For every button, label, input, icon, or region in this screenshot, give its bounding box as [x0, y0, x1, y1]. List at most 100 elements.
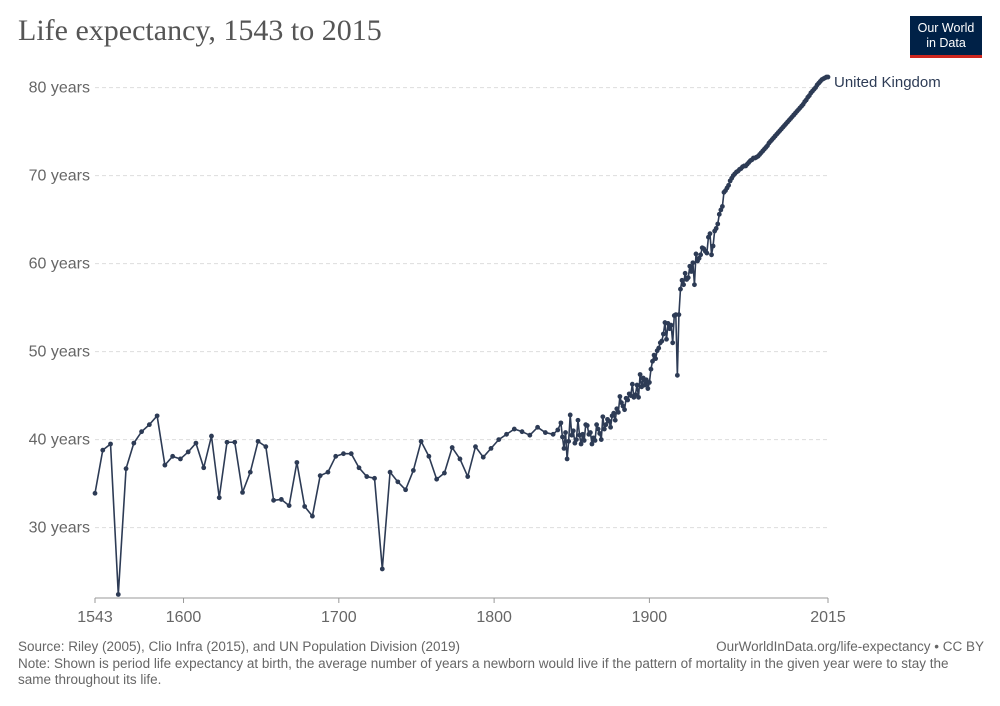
data-point[interactable]: [550, 431, 556, 437]
data-point[interactable]: [679, 277, 685, 283]
data-point[interactable]: [563, 430, 568, 435]
data-point[interactable]: [410, 468, 416, 473]
data-point[interactable]: [634, 382, 640, 388]
data-point[interactable]: [209, 433, 214, 439]
data-point[interactable]: [123, 466, 129, 472]
data-point[interactable]: [185, 449, 191, 455]
data-point[interactable]: [581, 438, 587, 443]
data-point[interactable]: [600, 414, 606, 420]
data-point[interactable]: [278, 497, 284, 502]
data-point[interactable]: [558, 420, 564, 426]
data-point[interactable]: [716, 211, 722, 217]
data-point[interactable]: [589, 441, 595, 447]
data-point[interactable]: [636, 394, 641, 400]
data-point[interactable]: [674, 372, 680, 378]
data-point[interactable]: [555, 427, 561, 433]
data-point[interactable]: [364, 474, 370, 479]
data-point[interactable]: [645, 386, 651, 391]
data-point[interactable]: [170, 453, 176, 459]
data-point[interactable]: [247, 469, 253, 475]
data-point[interactable]: [564, 456, 570, 462]
data-point[interactable]: [162, 462, 168, 468]
data-point[interactable]: [511, 426, 517, 432]
data-point[interactable]: [115, 592, 121, 597]
data-point[interactable]: [584, 423, 590, 428]
owid-logo[interactable]: Our World in Data: [910, 16, 982, 58]
data-point[interactable]: [606, 418, 612, 424]
credit-link[interactable]: OurWorldInData.org/life-expectancy • CC …: [716, 639, 984, 654]
data-point[interactable]: [372, 475, 377, 481]
data-point[interactable]: [597, 431, 603, 436]
data-point[interactable]: [656, 345, 662, 351]
data-point[interactable]: [687, 263, 693, 269]
data-point[interactable]: [232, 439, 238, 445]
data-point[interactable]: [629, 381, 635, 387]
data-point[interactable]: [434, 476, 440, 482]
data-point[interactable]: [710, 243, 716, 249]
data-point[interactable]: [294, 460, 300, 465]
data-point[interactable]: [709, 252, 714, 258]
data-point[interactable]: [131, 440, 137, 446]
data-point[interactable]: [535, 424, 540, 430]
data-point[interactable]: [317, 473, 323, 479]
data-point[interactable]: [688, 269, 694, 274]
data-point[interactable]: [594, 422, 600, 428]
data-point[interactable]: [387, 469, 393, 475]
data-point[interactable]: [653, 356, 659, 362]
data-point[interactable]: [587, 430, 593, 435]
data-point[interactable]: [690, 260, 696, 266]
data-point[interactable]: [707, 231, 713, 237]
data-point[interactable]: [719, 204, 725, 209]
data-point[interactable]: [201, 465, 207, 471]
data-point[interactable]: [608, 424, 613, 430]
data-point[interactable]: [146, 422, 152, 428]
data-point[interactable]: [595, 426, 601, 432]
data-point[interactable]: [580, 431, 586, 437]
data-point[interactable]: [108, 441, 113, 447]
data-point[interactable]: [473, 444, 478, 450]
data-point[interactable]: [625, 397, 631, 403]
data-point[interactable]: [598, 437, 604, 442]
data-point[interactable]: [612, 417, 618, 423]
data-point[interactable]: [193, 440, 199, 446]
data-point[interactable]: [302, 504, 308, 509]
data-point[interactable]: [465, 474, 471, 479]
data-point[interactable]: [601, 426, 607, 432]
data-point[interactable]: [426, 453, 432, 459]
data-point[interactable]: [341, 451, 346, 457]
data-point[interactable]: [92, 490, 98, 496]
data-point[interactable]: [178, 456, 183, 462]
data-point[interactable]: [442, 470, 447, 476]
data-point[interactable]: [660, 331, 666, 337]
data-point[interactable]: [418, 438, 424, 444]
data-point[interactable]: [575, 417, 581, 423]
data-point[interactable]: [271, 497, 276, 503]
data-point[interactable]: [566, 438, 572, 444]
data-point[interactable]: [715, 221, 721, 227]
data-point[interactable]: [139, 429, 144, 435]
data-point[interactable]: [659, 338, 665, 344]
data-point[interactable]: [603, 422, 609, 428]
data-point[interactable]: [570, 428, 576, 434]
data-point[interactable]: [216, 495, 222, 501]
data-point[interactable]: [100, 447, 106, 453]
data-point[interactable]: [637, 372, 643, 377]
data-point[interactable]: [560, 434, 565, 440]
data-point[interactable]: [310, 513, 315, 519]
data-point[interactable]: [348, 451, 354, 457]
data-point[interactable]: [681, 282, 686, 288]
data-point[interactable]: [286, 503, 292, 508]
data-point[interactable]: [395, 479, 401, 485]
data-point[interactable]: [224, 439, 230, 445]
data-point[interactable]: [561, 446, 567, 451]
data-point[interactable]: [519, 429, 525, 435]
data-point[interactable]: [527, 432, 533, 438]
data-point[interactable]: [567, 412, 573, 418]
data-point[interactable]: [693, 251, 699, 257]
data-point[interactable]: [569, 432, 575, 438]
data-point[interactable]: [685, 275, 691, 281]
data-point[interactable]: [154, 413, 160, 419]
data-point[interactable]: [676, 312, 682, 318]
data-point[interactable]: [692, 282, 697, 288]
data-point[interactable]: [592, 438, 598, 443]
